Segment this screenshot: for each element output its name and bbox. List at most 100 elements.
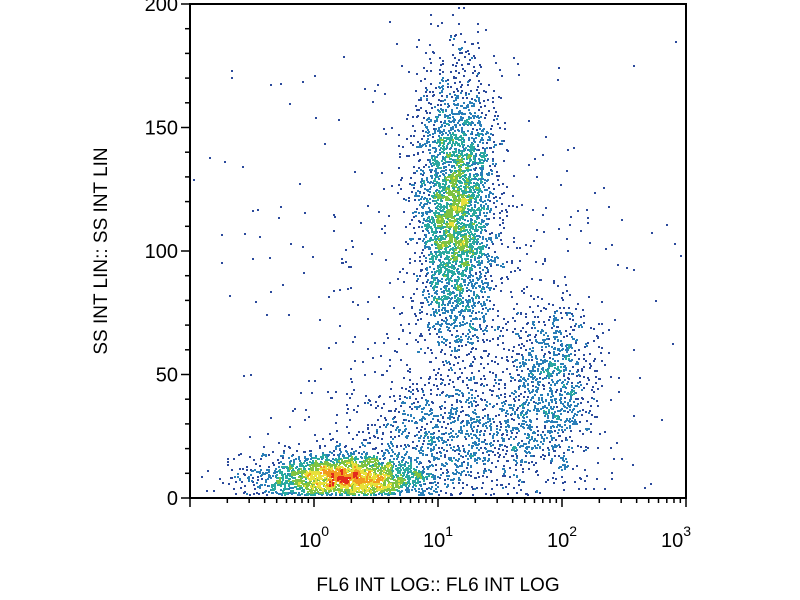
data-point: [477, 404, 479, 406]
data-point: [485, 91, 487, 93]
data-point: [445, 132, 447, 134]
data-point: [482, 283, 484, 285]
data-point: [448, 475, 450, 477]
data-point: [467, 50, 469, 52]
data-point: [352, 453, 354, 455]
data-point: [560, 419, 562, 421]
data-point: [468, 116, 470, 118]
data-point: [429, 266, 431, 268]
data-point: [432, 418, 434, 420]
data-point: [355, 450, 357, 452]
data-point: [485, 350, 487, 352]
data-point: [391, 381, 393, 383]
data-point: [468, 162, 470, 164]
data-point: [272, 475, 274, 477]
data-point: [424, 124, 426, 126]
data-point: [481, 357, 483, 359]
data-point: [517, 407, 519, 409]
data-point: [374, 90, 376, 92]
data-point: [553, 406, 555, 408]
data-point: [440, 474, 442, 476]
data-point: [437, 321, 439, 323]
data-point: [542, 443, 544, 445]
data-point: [542, 407, 544, 409]
data-point: [482, 392, 484, 394]
data-point: [477, 122, 479, 124]
data-point: [453, 364, 455, 366]
data-point: [534, 407, 536, 409]
data-point: [453, 76, 455, 78]
data-point: [537, 316, 539, 318]
data-point: [562, 464, 564, 466]
data-point: [442, 416, 444, 418]
data-point: [417, 152, 419, 154]
data-point: [403, 410, 405, 412]
data-point: [409, 183, 411, 185]
data-point: [508, 426, 510, 428]
data-point: [483, 186, 485, 188]
data-point: [577, 411, 579, 413]
data-point: [577, 445, 579, 447]
data-point: [461, 127, 463, 129]
data-point: [439, 394, 441, 396]
data-point: [490, 423, 492, 425]
data-point: [512, 447, 514, 449]
data-point: [517, 416, 519, 418]
data-point: [396, 446, 398, 448]
data-point: [552, 372, 554, 374]
data-point: [450, 161, 452, 163]
data-point: [406, 397, 408, 399]
data-point: [442, 173, 444, 175]
data-point: [528, 120, 530, 122]
data-point: [423, 238, 425, 240]
data-point: [486, 401, 488, 403]
data-point: [452, 247, 454, 249]
data-point: [423, 166, 425, 168]
data-point: [610, 447, 612, 449]
data-point: [455, 70, 457, 72]
data-point: [412, 482, 414, 484]
data-point: [586, 383, 588, 385]
data-point: [424, 203, 426, 205]
data-point: [491, 232, 493, 234]
data-point: [431, 455, 433, 457]
data-point: [536, 440, 538, 442]
data-point: [498, 456, 500, 458]
data-point: [304, 451, 306, 453]
data-point: [487, 139, 489, 141]
data-point: [470, 210, 472, 212]
data-point: [559, 446, 561, 448]
data-point: [412, 447, 414, 449]
data-point: [412, 116, 414, 118]
data-point: [543, 438, 545, 440]
data-point: [550, 373, 552, 375]
data-point: [372, 101, 374, 103]
data-point: [364, 456, 366, 458]
data-point: [576, 375, 578, 377]
data-point: [551, 460, 553, 462]
data-point: [417, 390, 419, 392]
data-point: [312, 256, 314, 258]
data-point: [550, 462, 552, 464]
data-point: [257, 209, 259, 211]
data-point: [462, 321, 464, 323]
data-point: [503, 318, 505, 320]
data-point: [530, 354, 532, 356]
data-point: [433, 124, 435, 126]
data-point: [580, 402, 582, 404]
data-point: [298, 457, 300, 459]
data-point: [423, 437, 425, 439]
data-point: [461, 119, 463, 121]
data-point: [464, 281, 466, 283]
data-point: [474, 221, 476, 223]
data-point: [422, 450, 424, 452]
data-point: [389, 359, 391, 361]
data-point: [499, 69, 501, 71]
data-point: [589, 410, 591, 412]
data-point: [437, 419, 439, 421]
data-point: [331, 452, 333, 454]
data-point: [467, 164, 469, 166]
data-point: [529, 392, 531, 394]
data-point: [457, 90, 459, 92]
data-point: [256, 471, 258, 473]
